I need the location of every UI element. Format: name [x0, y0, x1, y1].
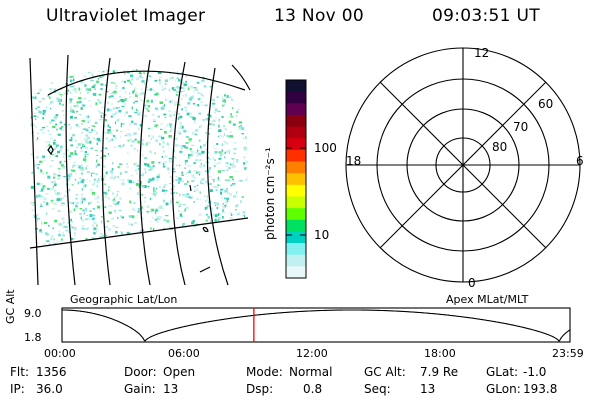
colorbar-band: [286, 173, 306, 186]
lat-label-70: 70: [513, 120, 529, 134]
status-key: Mode:: [246, 365, 283, 379]
status-key: Seq:: [364, 382, 391, 396]
status-key: GLat:: [486, 365, 519, 379]
status-value: Open: [163, 365, 196, 379]
status-value: 193.8: [523, 382, 558, 396]
lat-label-60: 60: [538, 97, 554, 111]
status-value: 13: [420, 382, 436, 396]
apex-panel-label: Apex MLat/MLT: [446, 293, 529, 306]
colorbar-band: [286, 80, 306, 93]
colorbar-band: [286, 126, 306, 139]
status-value: 36.0: [36, 382, 63, 396]
status-key: IP:: [10, 382, 25, 396]
colorbar-band: [286, 196, 306, 209]
status-value: 13: [163, 382, 179, 396]
colorbar-band: [286, 91, 306, 104]
instrument-title: Ultraviolet Imager: [46, 6, 206, 26]
colorbar-band: [286, 103, 306, 116]
mlt-label-6: 6: [576, 154, 584, 168]
status-value: 1356: [36, 365, 67, 379]
status-value: -1.0: [523, 365, 547, 379]
altitude-axis-title: GC Alt: [4, 289, 17, 324]
colorbar-band: [286, 231, 306, 244]
lat-label-80: 80: [492, 140, 508, 154]
status-key: Gain:: [124, 382, 156, 396]
colorbar-band: [286, 243, 306, 256]
colorbar-band: [286, 184, 306, 198]
mlt-label-0: 0: [468, 276, 476, 290]
altitude-xtick: 06:00: [168, 347, 200, 360]
altitude-xtick: 00:00: [44, 347, 76, 360]
colorbar-band: [286, 149, 306, 163]
colorbar-band: [286, 266, 306, 279]
date-label: 13 Nov 00: [274, 6, 364, 26]
status-value: 7.9 Re: [420, 365, 459, 379]
colorbar-tick-100: 100: [314, 141, 337, 155]
altitude-ytick-high: 9.0: [24, 307, 42, 320]
colorbar-band: [286, 138, 306, 151]
altitude-ytick-low: 1.8: [24, 331, 42, 344]
altitude-xtick: 18:00: [424, 347, 456, 360]
colorbar-tick-10: 10: [314, 228, 330, 242]
status-value: 0.8: [303, 382, 323, 396]
status-key: Door:: [124, 365, 157, 379]
mlt-label-12: 12: [474, 46, 490, 60]
colorbar-band: [286, 161, 306, 174]
status-key: Flt:: [10, 365, 29, 379]
status-value: Normal: [289, 365, 333, 379]
mlt-label-18: 18: [346, 154, 362, 168]
altitude-xtick: 12:00: [296, 347, 328, 360]
status-key: GLon:: [486, 382, 521, 396]
colorbar-band: [286, 254, 306, 267]
altitude-xtick: 23:59: [552, 347, 584, 360]
status-key: Dsp:: [246, 382, 274, 396]
time-label: 09:03:51 UT: [432, 6, 540, 26]
geographic-panel-label: Geographic Lat/Lon: [70, 293, 178, 306]
longitude-lines: [29, 54, 251, 286]
colorbar-band: [286, 219, 306, 233]
colorbar-band: [286, 114, 306, 128]
status-key: GC Alt:: [364, 365, 406, 379]
colorbar-band: [286, 208, 306, 221]
